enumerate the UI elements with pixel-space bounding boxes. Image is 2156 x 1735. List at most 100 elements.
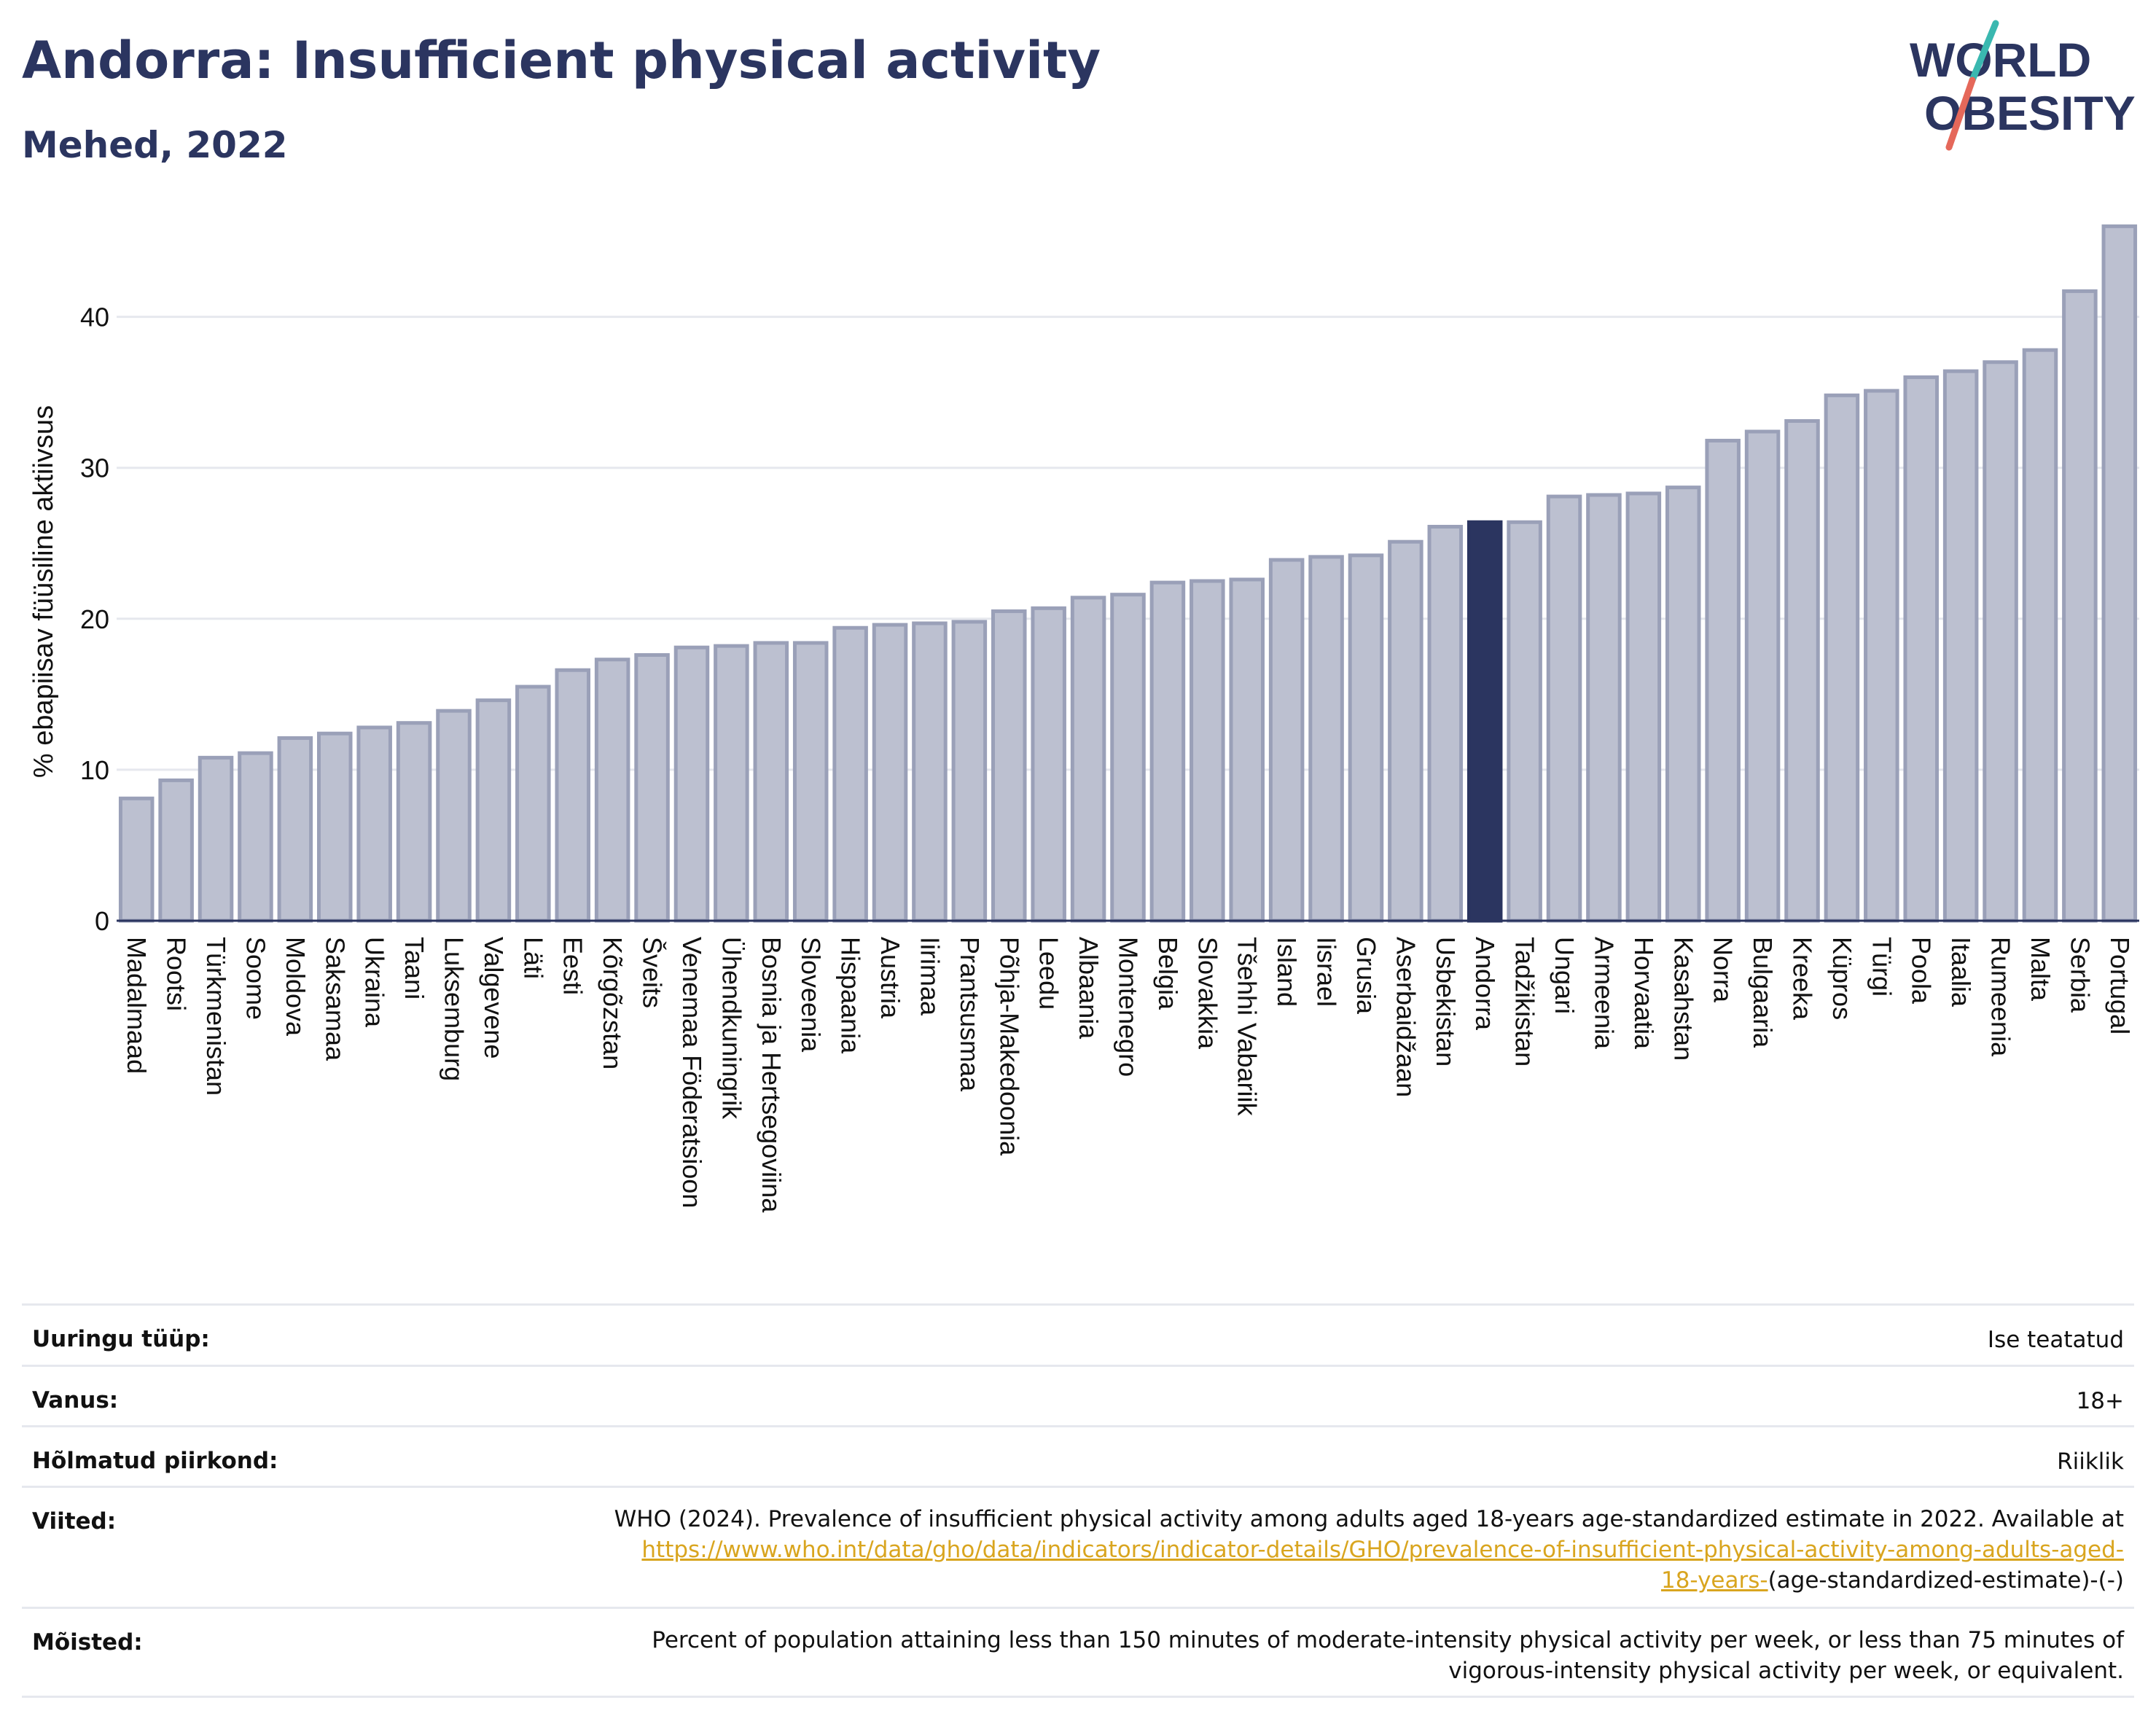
bar-slovakkia: [1190, 579, 1225, 923]
x-tick-label: Valgevene: [479, 937, 509, 1058]
bar-malta: [2022, 348, 2058, 923]
world-obesity-logo: WORLD OBESITY: [1902, 20, 2143, 153]
meta-label: Uuringu tüüp:: [32, 1326, 210, 1352]
bar-grusia: [1348, 553, 1384, 923]
x-tick-label: Rootsi: [162, 937, 192, 1011]
bar-usbekistan: [1427, 524, 1464, 923]
x-tick-label: Iisrael: [1312, 937, 1342, 1007]
x-tick-label: Kreeka: [1788, 937, 1818, 1021]
y-axis-ticks: 0 10 20 30 40: [80, 303, 109, 936]
reference-suffix: (age-standardized-estimate)-(-): [1768, 1567, 2124, 1594]
bar-k-pros: [1824, 393, 1860, 923]
meta-row-age: Vanus: 18+: [22, 1365, 2134, 1425]
x-tick-label: Albaania: [1074, 937, 1104, 1040]
bar-leedu: [1031, 606, 1066, 923]
x-tick-label: Ukraina: [360, 937, 390, 1028]
x-tick-label: Kõrgõzstan: [598, 937, 628, 1069]
bar-ukraina: [356, 725, 392, 923]
bar-island: [1268, 558, 1305, 923]
bar-eesti: [555, 668, 590, 923]
bar-prantsusmaa: [951, 620, 988, 923]
bar-valgevene: [475, 698, 512, 923]
chart-bars: [118, 224, 2138, 923]
bar-saksamaa: [317, 731, 353, 923]
x-tick-label: Tšehhi Vabariik: [1233, 937, 1262, 1116]
bar-t-ehhi-vabariik: [1229, 577, 1265, 923]
bar-moldova: [277, 736, 313, 923]
bar-iirimaa: [912, 621, 948, 923]
meta-value-definitions: Percent of population attaining less tha…: [652, 1609, 2124, 1686]
x-tick-label: Andorra: [1470, 937, 1500, 1031]
x-tick-label: Sloveenia: [796, 937, 826, 1053]
y-tick-label: 30: [80, 453, 109, 483]
logo-graphic: WORLD OBESITY: [1910, 20, 2136, 151]
page-subtitle: Mehed, 2022: [22, 124, 288, 166]
x-tick-label: Usbekistan: [1431, 937, 1461, 1067]
x-tick-label: Rumeenia: [1986, 937, 2016, 1057]
bar--hendkuningrik: [714, 644, 749, 923]
meta-value-references: WHO (2024). Prevalence of insufficient p…: [614, 1488, 2124, 1596]
x-tick-label: Montenegro: [1114, 937, 1144, 1077]
x-tick-label: Taani: [399, 937, 429, 999]
x-tick-label: Šveits: [638, 937, 668, 1008]
y-axis-label: % ebapiisav füüsiline aktiivsus: [28, 405, 59, 778]
x-tick-label: Tadžikistan: [1510, 937, 1540, 1067]
x-tick-label: Türkmenistan: [201, 937, 231, 1096]
bar-madalmaad: [118, 796, 155, 923]
x-tick-label: Armeenia: [1589, 937, 1619, 1050]
x-tick-label: Soome: [241, 937, 270, 1020]
meta-value: Ise teatatud: [1987, 1327, 2124, 1353]
x-tick-label: Hispaania: [836, 937, 866, 1054]
bar--veits: [634, 653, 670, 923]
bar-t-rgi: [1864, 389, 1899, 923]
bar-taani: [396, 721, 432, 923]
definition-line: Percent of population attaining less tha…: [652, 1627, 2124, 1653]
x-tick-label: Serbia: [2065, 937, 2095, 1013]
bar-belgia: [1149, 580, 1186, 923]
bar-montenegro: [1110, 593, 1146, 923]
x-tick-label: Ühendkuningrik: [716, 937, 746, 1120]
x-tick-label: Eesti: [558, 937, 588, 995]
x-tick-label: Grusia: [1351, 937, 1381, 1015]
x-tick-label: Austria: [875, 937, 905, 1019]
x-tick-label: Malta: [2026, 937, 2055, 1002]
bar-venemaa-f-deratsioon: [673, 645, 710, 923]
x-tick-label: Poola: [1907, 937, 1937, 1005]
bar-kreeka: [1784, 419, 1820, 923]
x-tick-label: Aserbaidžaan: [1391, 937, 1421, 1097]
meta-row-definitions: Mõisted: Percent of population attaining…: [22, 1607, 2134, 1698]
bar-soome: [238, 751, 273, 923]
bar-t-rkmenistan: [198, 755, 234, 923]
meta-label: Vanus:: [32, 1387, 119, 1414]
bar-armeenia: [1586, 493, 1622, 923]
reference-link-cont[interactable]: 18-years-: [1660, 1567, 1768, 1594]
y-tick-label: 20: [80, 604, 109, 634]
x-tick-label: Madalmaad: [122, 937, 152, 1074]
meta-label: Hõlmatud piirkond:: [32, 1448, 278, 1474]
bar-ungari: [1546, 494, 1582, 923]
x-tick-label: Leedu: [1034, 937, 1064, 1010]
x-tick-label: Portugal: [2105, 937, 2135, 1034]
x-axis-labels: Madalmaad Rootsi Türkmenistan Soome Moldova S…: [122, 937, 2135, 1213]
bar-tad-ikistan: [1507, 520, 1542, 923]
logo-slash-top: [1969, 20, 1999, 84]
x-tick-label: Kasahstan: [1668, 937, 1698, 1061]
bar-sloveenia: [792, 641, 829, 923]
x-tick-label: Venemaa Föderatsioon: [677, 937, 707, 1208]
bar-kasahstan: [1665, 486, 1701, 923]
x-tick-label: Ungari: [1550, 937, 1579, 1014]
x-tick-label: Saksamaa: [320, 937, 350, 1061]
x-tick-label: Bulgaaria: [1748, 937, 1778, 1048]
meta-label: Viited:: [32, 1508, 117, 1535]
bar-chart: 0 10 20 30 40 Madalmaad Rootsi Türkmenistan Soo…: [28, 224, 2139, 1213]
bar-portugal: [2101, 224, 2138, 923]
definition-line: vigorous-intensity physical activity per…: [1448, 1658, 2124, 1684]
x-tick-label: Küpros: [1827, 937, 1857, 1020]
meta-row-references: Viited: WHO (2024). Prevalence of insuff…: [22, 1486, 2134, 1607]
x-tick-label: Island: [1272, 937, 1302, 1007]
bar-rootsi: [158, 778, 194, 923]
x-tick-label: Slovakkia: [1192, 937, 1222, 1050]
reference-text: WHO (2024). Prevalence of insufficient p…: [614, 1506, 2124, 1532]
x-tick-label: Norra: [1708, 937, 1738, 1003]
reference-link[interactable]: https://www.who.int/data/gho/data/indica…: [641, 1537, 2124, 1563]
